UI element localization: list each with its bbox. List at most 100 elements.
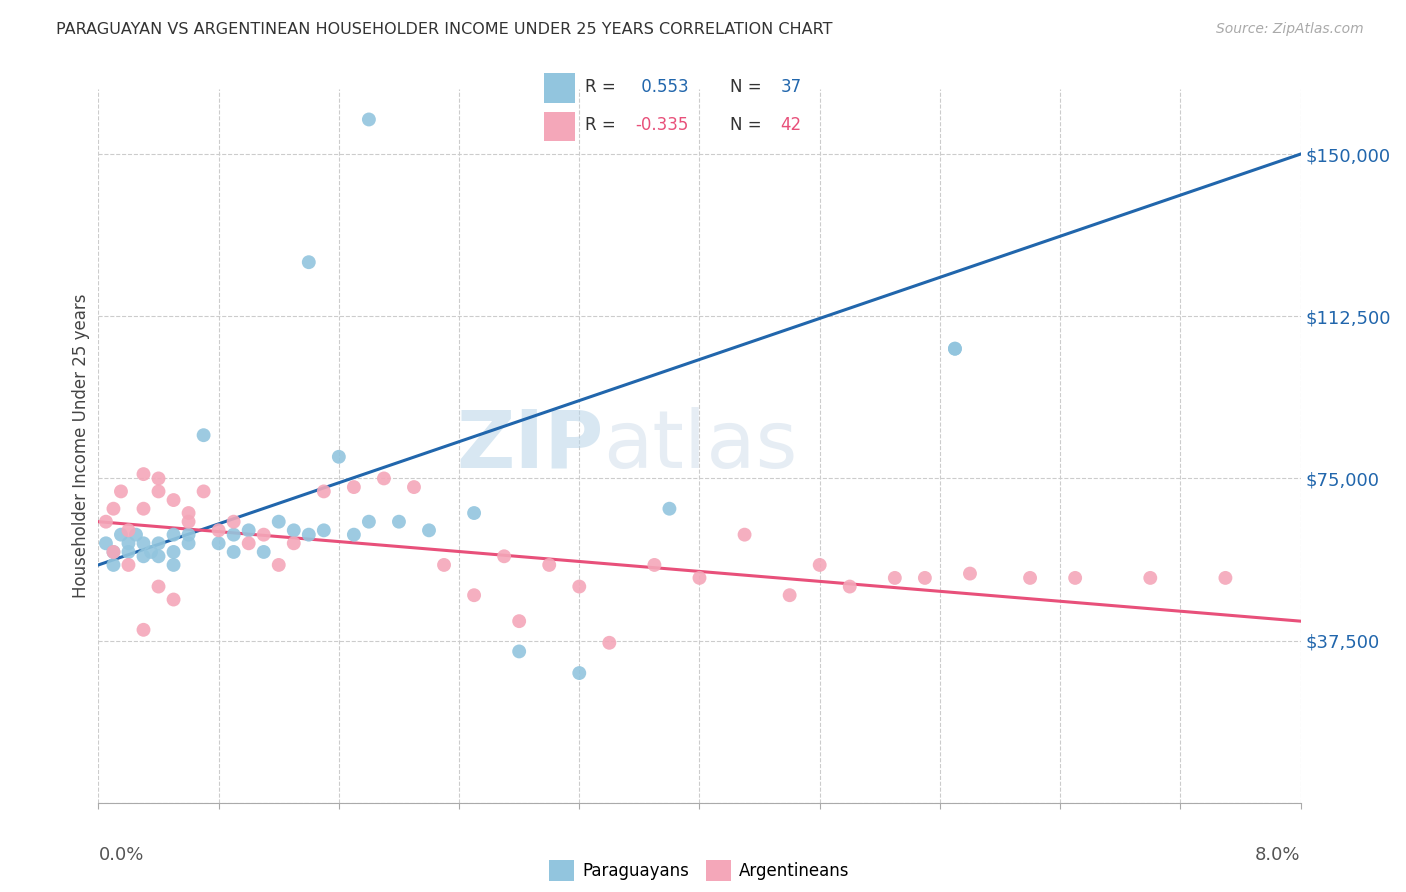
Point xyxy=(267,515,290,529)
Point xyxy=(298,527,321,541)
Point xyxy=(162,545,184,559)
Point xyxy=(110,484,132,499)
Point xyxy=(388,515,411,529)
Point xyxy=(139,545,162,559)
Point xyxy=(148,580,170,594)
Point xyxy=(110,527,132,541)
Point xyxy=(959,566,981,581)
Point xyxy=(148,536,170,550)
Point xyxy=(103,545,125,559)
Text: R =: R = xyxy=(585,78,621,95)
Point xyxy=(222,515,245,529)
Point xyxy=(132,623,155,637)
Point xyxy=(148,484,170,499)
Point xyxy=(117,536,139,550)
Point xyxy=(148,471,170,485)
Point xyxy=(688,571,710,585)
Point xyxy=(433,558,456,572)
Point xyxy=(125,527,148,541)
Point xyxy=(208,524,231,538)
Point xyxy=(208,536,231,550)
Point xyxy=(943,342,966,356)
Point xyxy=(162,592,184,607)
Point xyxy=(734,527,756,541)
Y-axis label: Householder Income Under 25 years: Householder Income Under 25 years xyxy=(72,293,90,599)
Point xyxy=(103,501,125,516)
Point xyxy=(508,644,530,658)
Point xyxy=(402,480,425,494)
Point xyxy=(238,524,260,538)
Point xyxy=(357,112,380,127)
Text: N =: N = xyxy=(730,78,766,95)
Point xyxy=(193,428,215,442)
Point xyxy=(914,571,936,585)
Point xyxy=(177,515,200,529)
Point xyxy=(568,580,591,594)
Text: 37: 37 xyxy=(780,78,801,95)
Point xyxy=(253,545,276,559)
Text: N =: N = xyxy=(730,116,766,134)
Point xyxy=(103,545,125,559)
Point xyxy=(177,527,200,541)
Point xyxy=(312,524,335,538)
Point xyxy=(238,536,260,550)
Point xyxy=(162,493,184,508)
Point xyxy=(598,636,620,650)
Point xyxy=(148,549,170,564)
Point xyxy=(132,549,155,564)
Text: -0.335: -0.335 xyxy=(636,116,689,134)
Text: atlas: atlas xyxy=(603,407,797,485)
Point xyxy=(103,558,125,572)
Point xyxy=(177,506,200,520)
Point xyxy=(328,450,350,464)
Point xyxy=(1064,571,1087,585)
Text: 8.0%: 8.0% xyxy=(1256,846,1301,863)
Point xyxy=(808,558,831,572)
Point xyxy=(132,501,155,516)
Point xyxy=(193,484,215,499)
Point xyxy=(162,558,184,572)
Point xyxy=(132,536,155,550)
Point xyxy=(222,527,245,541)
Text: PARAGUAYAN VS ARGENTINEAN HOUSEHOLDER INCOME UNDER 25 YEARS CORRELATION CHART: PARAGUAYAN VS ARGENTINEAN HOUSEHOLDER IN… xyxy=(56,22,832,37)
Point xyxy=(132,467,155,482)
Point xyxy=(343,527,366,541)
Point xyxy=(177,536,200,550)
Point xyxy=(643,558,665,572)
Point xyxy=(357,515,380,529)
Point xyxy=(538,558,561,572)
Point xyxy=(117,545,139,559)
Point xyxy=(117,524,139,538)
Text: 0.0%: 0.0% xyxy=(98,846,143,863)
Point xyxy=(838,580,860,594)
Point xyxy=(162,527,184,541)
Text: ZIP: ZIP xyxy=(456,407,603,485)
Point xyxy=(312,484,335,499)
Point xyxy=(779,588,801,602)
Point xyxy=(463,588,485,602)
Text: 42: 42 xyxy=(780,116,801,134)
Point xyxy=(883,571,905,585)
Point xyxy=(94,536,117,550)
Point xyxy=(508,614,530,628)
Text: Source: ZipAtlas.com: Source: ZipAtlas.com xyxy=(1216,22,1364,37)
Point xyxy=(658,501,681,516)
Point xyxy=(343,480,366,494)
Point xyxy=(222,545,245,559)
Point xyxy=(373,471,395,485)
Text: 0.553: 0.553 xyxy=(636,78,688,95)
Point xyxy=(94,515,117,529)
Point xyxy=(1139,571,1161,585)
Point xyxy=(418,524,440,538)
Point xyxy=(117,558,139,572)
Point xyxy=(283,536,305,550)
Point xyxy=(494,549,516,564)
Point xyxy=(943,342,966,356)
Point xyxy=(1019,571,1042,585)
Point xyxy=(568,666,591,681)
Point xyxy=(463,506,485,520)
Point xyxy=(267,558,290,572)
Text: R =: R = xyxy=(585,116,621,134)
Point xyxy=(283,524,305,538)
Point xyxy=(298,255,321,269)
